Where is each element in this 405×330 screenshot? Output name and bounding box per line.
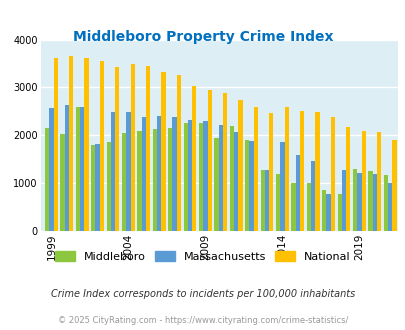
Bar (367, 171, 372, 231)
Bar (326, 194, 330, 231)
Bar (75, 107, 80, 231)
Bar (161, 72, 165, 231)
Bar (306, 183, 310, 231)
Bar (345, 127, 350, 231)
Bar (45, 128, 49, 231)
Bar (233, 132, 238, 231)
Bar (391, 140, 396, 231)
Bar (80, 107, 84, 231)
Bar (279, 142, 284, 231)
Bar (203, 121, 207, 231)
Bar (321, 190, 326, 231)
Bar (269, 113, 273, 231)
Bar (315, 112, 319, 231)
Bar (192, 86, 196, 231)
Bar (183, 123, 188, 231)
Bar (253, 107, 258, 231)
Bar (218, 125, 222, 231)
Bar (100, 61, 104, 231)
Bar (310, 161, 315, 231)
Bar (275, 174, 279, 231)
Bar (376, 132, 380, 231)
Bar (207, 90, 211, 231)
Bar (84, 58, 88, 231)
Bar (249, 141, 253, 231)
Bar (352, 169, 356, 231)
Bar (360, 130, 365, 231)
Bar (372, 174, 376, 231)
Bar (176, 75, 181, 231)
Text: Middleboro Property Crime Index: Middleboro Property Crime Index (72, 30, 333, 44)
Bar (383, 175, 387, 231)
Bar (260, 170, 264, 231)
Bar (91, 145, 95, 231)
Bar (291, 183, 295, 231)
Bar (49, 108, 53, 231)
Bar (53, 58, 58, 231)
Bar (157, 116, 161, 231)
Bar (145, 66, 150, 231)
Bar (341, 170, 345, 231)
Bar (299, 112, 303, 231)
Bar (229, 126, 233, 231)
Bar (69, 56, 73, 231)
Bar (295, 155, 299, 231)
Bar (222, 93, 227, 231)
Bar (330, 117, 334, 231)
Bar (387, 183, 391, 231)
Bar (214, 138, 218, 231)
Bar (168, 128, 172, 231)
Bar (188, 119, 192, 231)
Bar (60, 134, 64, 231)
Bar (172, 116, 176, 231)
Bar (337, 194, 341, 231)
Legend: Middleboro, Massachusetts, National: Middleboro, Massachusetts, National (51, 247, 354, 267)
Bar (122, 133, 126, 231)
Text: Crime Index corresponds to incidents per 100,000 inhabitants: Crime Index corresponds to incidents per… (51, 289, 354, 299)
Bar (284, 107, 288, 231)
Bar (198, 123, 203, 231)
Bar (141, 117, 145, 231)
Bar (264, 170, 269, 231)
Text: © 2025 CityRating.com - https://www.cityrating.com/crime-statistics/: © 2025 CityRating.com - https://www.city… (58, 316, 347, 325)
Bar (126, 112, 130, 231)
Bar (115, 67, 119, 231)
Bar (238, 100, 242, 231)
Bar (95, 144, 100, 231)
Bar (64, 105, 69, 231)
Bar (130, 63, 134, 231)
Bar (111, 112, 115, 231)
Bar (137, 130, 141, 231)
Bar (245, 140, 249, 231)
Bar (106, 143, 111, 231)
Bar (356, 173, 360, 231)
Bar (152, 129, 157, 231)
